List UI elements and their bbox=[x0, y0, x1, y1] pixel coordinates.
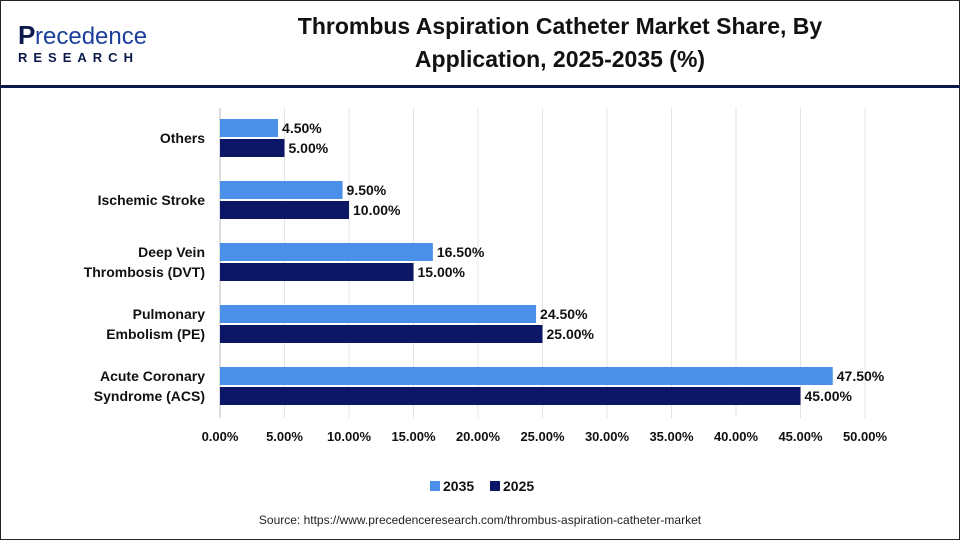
category-label: Syndrome (ACS) bbox=[94, 388, 205, 404]
data-label: 24.50% bbox=[540, 306, 588, 322]
bar-2035 bbox=[220, 305, 537, 323]
x-tick-label: 5.00% bbox=[266, 429, 303, 444]
bar-2025 bbox=[220, 201, 349, 219]
x-tick-label: 45.00% bbox=[778, 429, 823, 444]
legend-label: 2035 bbox=[443, 478, 474, 494]
header-divider bbox=[0, 85, 960, 88]
legend-label: 2025 bbox=[503, 478, 534, 494]
data-label: 4.50% bbox=[282, 120, 322, 136]
source-note: Source: https://www.precedenceresearch.c… bbox=[258, 513, 702, 527]
category-label: Deep Vein bbox=[138, 244, 205, 260]
svg-text:RESEARCH: RESEARCH bbox=[18, 50, 139, 65]
category-label: Embolism (PE) bbox=[106, 326, 205, 342]
x-tick-label: 50.00% bbox=[843, 429, 888, 444]
data-label: 45.00% bbox=[805, 388, 853, 404]
precedence-research-logo: P recedence RESEARCH bbox=[18, 20, 147, 65]
legend-swatch-2035 bbox=[430, 481, 440, 491]
data-label: 16.50% bbox=[437, 244, 485, 260]
title-line-1: Thrombus Aspiration Catheter Market Shar… bbox=[297, 13, 823, 39]
category-label: Thrombosis (DVT) bbox=[84, 264, 205, 280]
category-label: Others bbox=[160, 130, 205, 146]
category-label: Acute Coronary bbox=[100, 368, 205, 384]
title-line-2: Application, 2025-2035 (%) bbox=[414, 46, 706, 72]
x-tick-label: 20.00% bbox=[456, 429, 501, 444]
x-tick-label: 35.00% bbox=[649, 429, 694, 444]
data-label: 47.50% bbox=[837, 368, 885, 384]
x-tick-label: 0.00% bbox=[202, 429, 239, 444]
chart-title: Thrombus Aspiration Catheter Market Shar… bbox=[200, 10, 920, 76]
x-tick-label: 10.00% bbox=[327, 429, 372, 444]
data-label: 15.00% bbox=[418, 264, 466, 280]
bar-2025 bbox=[220, 139, 285, 157]
bar-2035 bbox=[220, 119, 279, 137]
bar-2035 bbox=[220, 243, 433, 261]
bar-2035 bbox=[220, 367, 833, 385]
bar-2025 bbox=[220, 387, 801, 405]
x-tick-label: 15.00% bbox=[391, 429, 436, 444]
bar-2025 bbox=[220, 263, 414, 281]
category-label: Ischemic Stroke bbox=[98, 192, 206, 208]
x-tick-label: 30.00% bbox=[585, 429, 630, 444]
data-label: 10.00% bbox=[353, 202, 401, 218]
bar-2035 bbox=[220, 181, 343, 199]
data-label: 25.00% bbox=[547, 326, 595, 342]
data-label: 9.50% bbox=[347, 182, 387, 198]
x-tick-label: 40.00% bbox=[714, 429, 759, 444]
data-label: 5.00% bbox=[289, 140, 329, 156]
svg-text:P: P bbox=[18, 20, 35, 50]
bar-2025 bbox=[220, 325, 543, 343]
category-label: Pulmonary bbox=[133, 306, 206, 322]
svg-text:recedence: recedence bbox=[35, 23, 147, 50]
legend-swatch-2025 bbox=[490, 481, 500, 491]
x-tick-label: 25.00% bbox=[520, 429, 565, 444]
